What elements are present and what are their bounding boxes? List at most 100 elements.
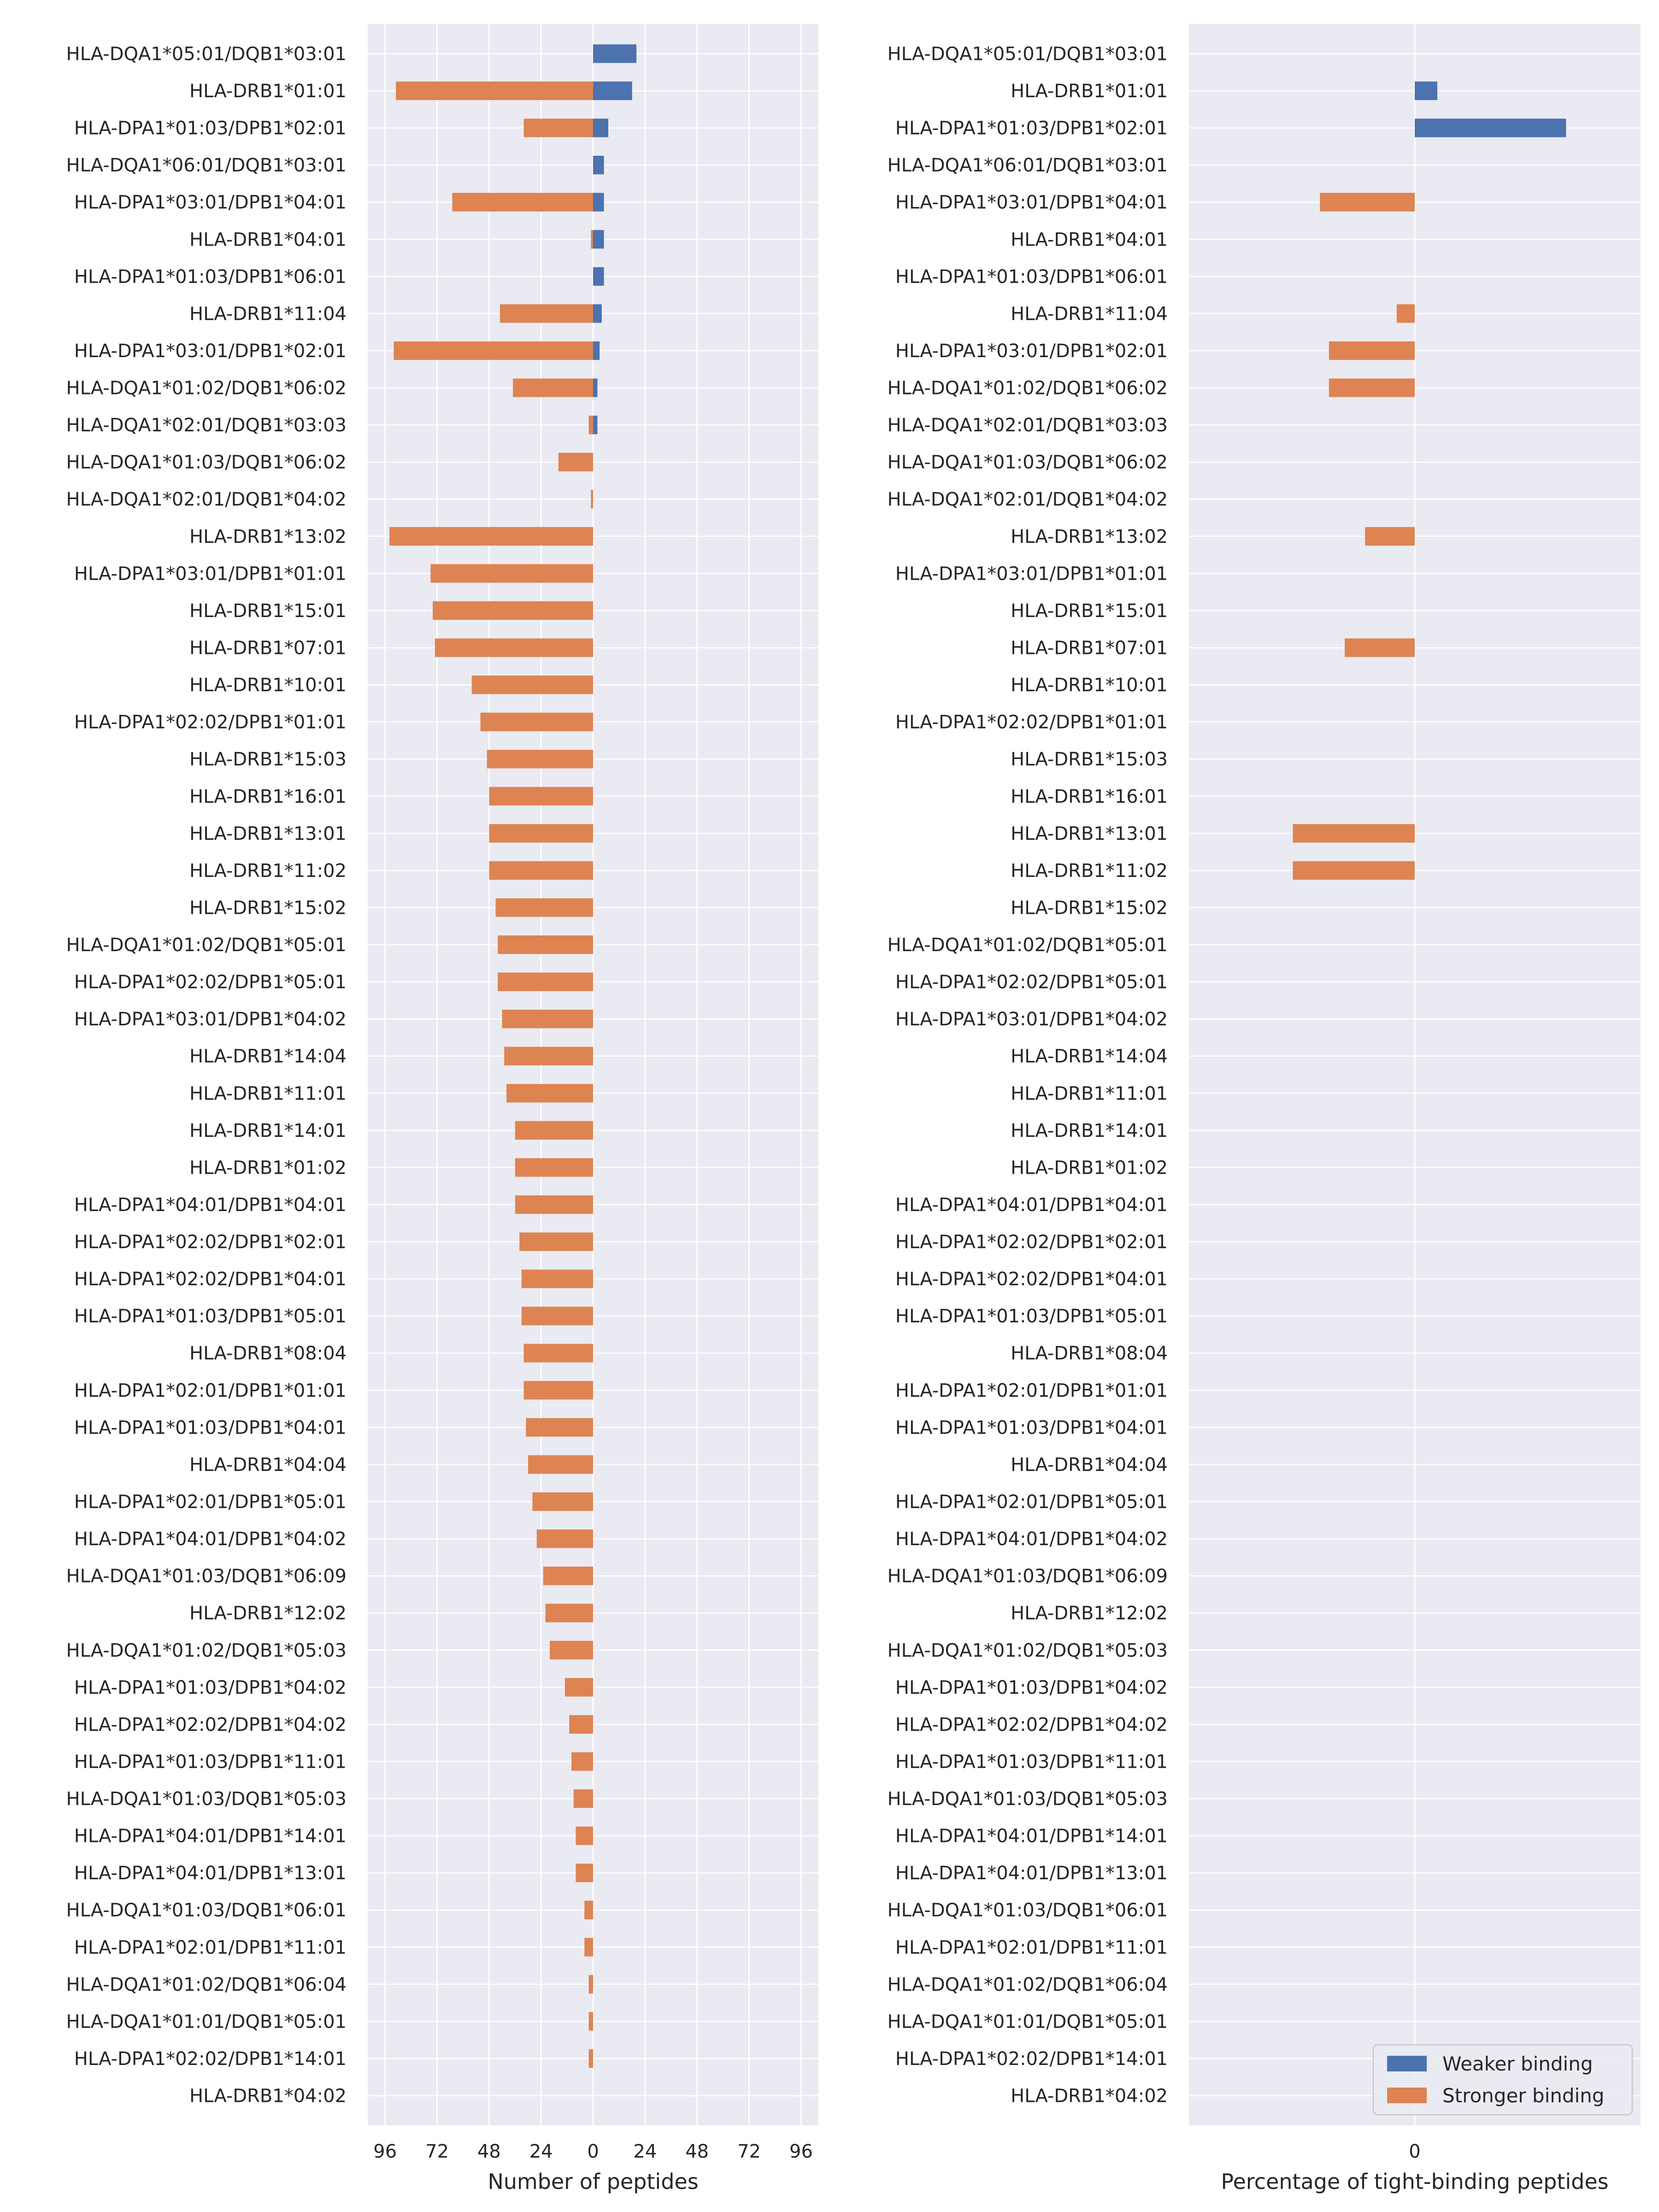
y-category-label: HLA-DPA1*01:03/DPB1*11:01 (895, 1751, 1168, 1772)
y-category-label: HLA-DPA1*04:01/DPB1*04:01 (74, 1194, 347, 1216)
y-category-label: HLA-DRB1*04:04 (189, 1454, 347, 1476)
y-category-label: HLA-DQA1*06:01/DQB1*03:01 (66, 155, 347, 176)
y-category-label: HLA-DPA1*01:03/DPB1*05:01 (74, 1306, 347, 1327)
y-category-label: HLA-DQA1*01:01/DQB1*05:01 (888, 2011, 1168, 2032)
bar-weaker-binding (593, 44, 637, 63)
y-category-label: HLA-DRB1*11:04 (189, 303, 347, 324)
bar-stronger-binding (1365, 527, 1415, 546)
y-category-label: HLA-DQA1*01:02/DQB1*05:01 (888, 935, 1168, 956)
bar-stronger-binding (591, 490, 593, 509)
y-category-label: HLA-DPA1*02:01/DPB1*11:01 (895, 1937, 1168, 1958)
y-category-label: HLA-DPA1*04:01/DPB1*13:01 (74, 1863, 347, 1884)
y-category-label: HLA-DRB1*08:04 (1011, 1343, 1168, 1364)
y-category-label: HLA-DPA1*03:01/DPB1*02:01 (74, 341, 347, 362)
y-category-label: HLA-DQA1*02:01/DQB1*04:02 (66, 489, 347, 510)
y-category-label: HLA-DPA1*01:03/DPB1*06:01 (895, 266, 1168, 288)
bar-stronger-binding (591, 230, 593, 249)
y-category-label: HLA-DRB1*16:01 (189, 786, 347, 807)
y-category-label: HLA-DRB1*15:02 (1011, 897, 1168, 918)
bar-weaker-binding (593, 378, 598, 397)
x-tick-label: 96 (789, 2141, 813, 2162)
bar-stronger-binding (489, 787, 593, 806)
bar-stronger-binding (502, 1010, 593, 1029)
right-chart-panel: 0 HLA-DQA1*05:01/DQB1*03:01 HLA-DRB1*01:01… (888, 24, 1641, 2194)
y-category-label: HLA-DRB1*04:01 (1011, 229, 1168, 250)
y-category-label: HLA-DPA1*02:02/DPB1*02:01 (895, 1232, 1168, 1253)
y-category-label: HLA-DPA1*03:01/DPB1*04:02 (74, 1009, 347, 1030)
x-tick-label: 72 (737, 2141, 761, 2162)
bar-stronger-binding (1329, 378, 1415, 397)
y-category-label: HLA-DPA1*04:01/DPB1*14:01 (74, 1826, 347, 1847)
bar-stronger-binding (1320, 193, 1415, 212)
bar-weaker-binding (593, 156, 604, 175)
y-category-label: HLA-DPA1*02:01/DPB1*01:01 (895, 1380, 1168, 1401)
bar-stronger-binding (521, 1269, 593, 1288)
legend-swatch-stronger (1387, 2088, 1427, 2103)
bar-stronger-binding (558, 453, 593, 471)
bar-stronger-binding (498, 972, 593, 991)
y-category-label: HLA-DPA1*04:01/DPB1*14:01 (895, 1826, 1168, 1847)
y-category-label: HLA-DPA1*03:01/DPB1*04:01 (74, 192, 347, 213)
bar-stronger-binding (1329, 341, 1415, 360)
y-category-label: HLA-DQA1*01:03/DQB1*06:09 (66, 1566, 347, 1587)
y-category-label: HLA-DRB1*15:01 (189, 600, 347, 622)
bar-stronger-binding (495, 898, 593, 917)
bar-stronger-binding (452, 193, 593, 212)
bar-stronger-binding (504, 1047, 593, 1065)
bar-weaker-binding (593, 341, 600, 360)
y-category-label: HLA-DPA1*01:03/DPB1*02:01 (895, 118, 1168, 139)
y-category-label: HLA-DPA1*03:01/DPB1*04:01 (895, 192, 1168, 213)
y-category-label: HLA-DRB1*15:02 (189, 897, 347, 918)
bar-stronger-binding (515, 1158, 593, 1177)
bar-stronger-binding (513, 378, 593, 397)
bar-stronger-binding (500, 304, 593, 323)
y-category-label: HLA-DPA1*01:03/DPB1*04:01 (74, 1417, 347, 1438)
y-category-label: HLA-DRB1*11:04 (1011, 303, 1168, 324)
bar-stronger-binding (396, 81, 593, 100)
bar-stronger-binding (435, 638, 593, 657)
y-category-label: HLA-DPA1*02:01/DPB1*05:01 (74, 1492, 347, 1513)
y-category-label: HLA-DQA1*01:02/DQB1*05:03 (888, 1640, 1168, 1661)
y-category-label: HLA-DQA1*01:02/DQB1*06:02 (888, 378, 1168, 399)
bar-weaker-binding (1415, 118, 1566, 137)
y-category-label: HLA-DRB1*10:01 (1011, 675, 1168, 696)
y-category-label: HLA-DRB1*11:01 (189, 1083, 347, 1104)
y-category-label: HLA-DRB1*01:01 (189, 81, 347, 102)
y-category-label: HLA-DRB1*04:02 (189, 2086, 347, 2107)
y-category-label: HLA-DPA1*02:02/DPB1*05:01 (74, 972, 347, 993)
y-category-label: HLA-DPA1*02:02/DPB1*04:01 (74, 1269, 347, 1290)
x-tick-label: 24 (529, 2141, 553, 2162)
bar-stronger-binding (526, 1418, 593, 1437)
y-category-label: HLA-DRB1*12:02 (1011, 1603, 1168, 1624)
y-category-label: HLA-DPA1*02:02/DPB1*14:01 (895, 2048, 1168, 2070)
bar-stronger-binding (528, 1455, 593, 1474)
y-category-label: HLA-DRB1*04:04 (1011, 1454, 1168, 1476)
y-category-label: HLA-DRB1*15:03 (189, 749, 347, 770)
bar-stronger-binding (489, 824, 593, 843)
bar-stronger-binding (521, 1306, 593, 1325)
bar-stronger-binding (487, 750, 593, 769)
bar-weaker-binding (593, 81, 632, 100)
bar-stronger-binding (536, 1529, 593, 1548)
y-category-label: HLA-DPA1*02:02/DPB1*04:02 (895, 1714, 1168, 1735)
y-category-label: HLA-DQA1*01:01/DQB1*05:01 (66, 2011, 347, 2032)
bar-stronger-binding (430, 564, 593, 583)
y-category-label: HLA-DRB1*13:01 (1011, 823, 1168, 844)
x-tick-label: 72 (425, 2141, 449, 2162)
y-category-label: HLA-DQA1*01:02/DQB1*06:04 (888, 1974, 1168, 1995)
x-axis-title: Number of peptides (488, 2169, 698, 2194)
bar-stronger-binding (571, 1752, 593, 1771)
y-category-label: HLA-DQA1*06:01/DQB1*03:01 (888, 155, 1168, 176)
bar-weaker-binding (593, 267, 604, 286)
x-tick-label: 48 (685, 2141, 709, 2162)
y-category-label: HLA-DRB1*13:02 (189, 526, 347, 547)
bar-stronger-binding (506, 1084, 593, 1103)
bar-stronger-binding (524, 1381, 593, 1400)
bar-weaker-binding (1415, 81, 1437, 100)
legend-frame (1372, 2044, 1633, 2116)
bar-stronger-binding (576, 1826, 593, 1845)
y-category-label: HLA-DPA1*01:03/DPB1*05:01 (895, 1306, 1168, 1327)
x-tick-label: 0 (1409, 2141, 1420, 2162)
y-category-label: HLA-DPA1*04:01/DPB1*04:02 (895, 1529, 1168, 1550)
